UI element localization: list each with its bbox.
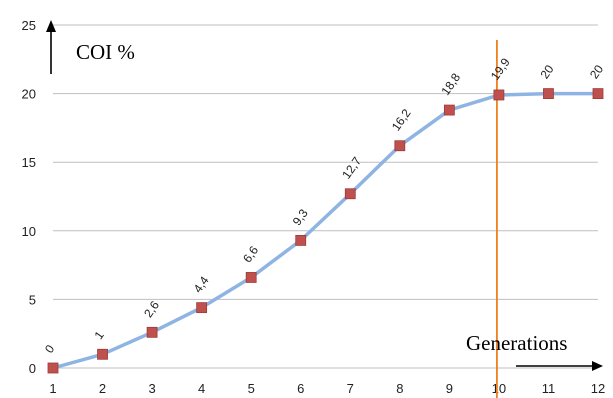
- series-line: [51, 91, 600, 370]
- x-tick-label: 4: [198, 381, 205, 396]
- x-tick-label: 8: [396, 381, 403, 396]
- data-point-marker: [592, 88, 604, 99]
- data-label: 16,2: [389, 106, 414, 133]
- x-axis-arrowhead-icon: [592, 361, 603, 371]
- y-tick-label: 15: [22, 155, 36, 170]
- y-tick-labels: 0 5 10 15 20 25: [22, 18, 36, 376]
- data-label: 9,3: [290, 206, 311, 228]
- y-tick-label: 5: [29, 292, 36, 307]
- x-tick-label: 1: [49, 381, 56, 396]
- data-label: 4,4: [191, 273, 212, 295]
- data-point-marker: [394, 140, 406, 152]
- x-tick-label: 6: [297, 381, 304, 396]
- y-tick-label: 25: [22, 18, 36, 33]
- x-tick-label: 3: [148, 381, 155, 396]
- data-point-marker: [295, 235, 307, 246]
- data-point-marker: [245, 272, 257, 283]
- data-label: 20: [537, 62, 556, 81]
- x-tick-label: 7: [347, 381, 354, 396]
- x-tick-label: 2: [99, 381, 106, 396]
- y-axis-arrowhead-icon: [46, 20, 56, 32]
- data-labels: 012,64,46,69,312,716,218,819,9 20 20: [42, 55, 606, 355]
- x-axis-title: Generations: [466, 331, 567, 355]
- data-point-marker: [543, 88, 554, 99]
- data-label: 0: [42, 342, 57, 356]
- gridlines: [53, 24, 598, 369]
- data-label: 12,7: [339, 154, 364, 181]
- data-point-marker: [493, 89, 505, 101]
- data-label: 2,6: [141, 298, 162, 320]
- y-axis-title: COI %: [76, 40, 135, 64]
- data-point-marker: [47, 362, 59, 374]
- x-tick-label: 12: [591, 381, 605, 396]
- x-tick-label: 11: [542, 381, 556, 396]
- data-point-markers: [47, 88, 604, 374]
- data-point-marker: [97, 348, 108, 360]
- y-tick-label: 10: [22, 224, 36, 239]
- x-tick-label: 10: [492, 381, 506, 396]
- x-tick-labels: 1 2 3 4 5 6 7 8 9 10 11 12: [49, 381, 605, 396]
- data-label: 20: [587, 62, 606, 81]
- data-point-marker: [146, 326, 158, 338]
- y-tick-label: 0: [29, 361, 36, 376]
- data-point-marker: [344, 188, 356, 200]
- x-tick-label: 5: [248, 381, 255, 396]
- data-label: 6,6: [240, 243, 261, 265]
- data-label: 1: [92, 328, 107, 342]
- x-tick-label: 9: [446, 381, 453, 396]
- data-point-marker: [443, 104, 455, 116]
- y-tick-label: 20: [22, 87, 36, 102]
- data-label: 19,9: [488, 55, 513, 82]
- data-point-marker: [196, 302, 208, 314]
